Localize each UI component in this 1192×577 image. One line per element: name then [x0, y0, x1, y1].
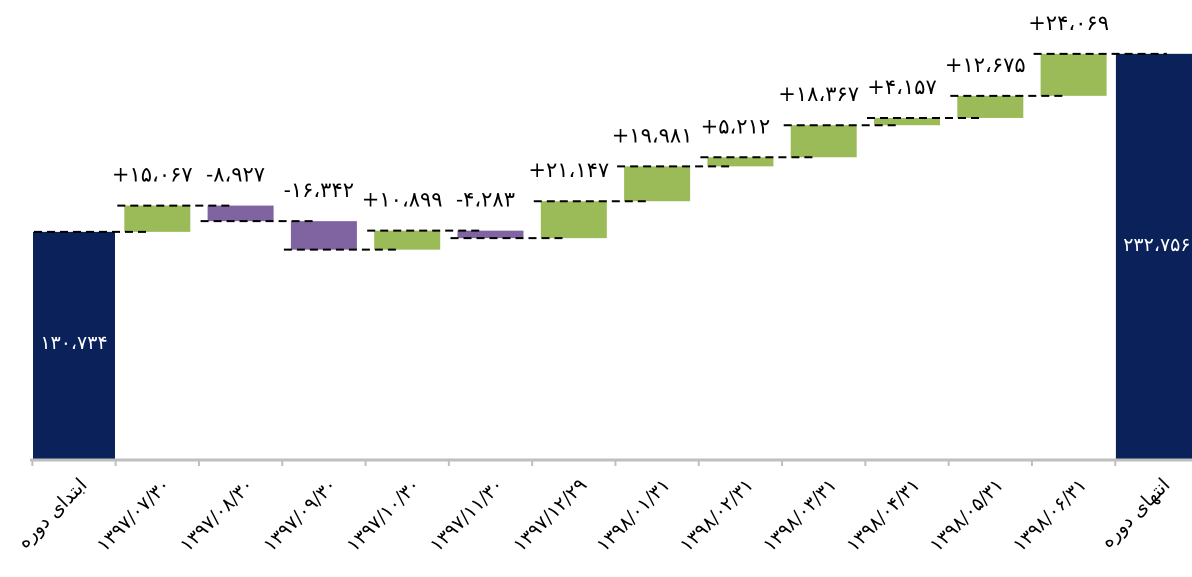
step-value-label: +۱۸،۳۶۷ — [778, 82, 859, 106]
x-tick-label: ۱۳۹۸/۰۳/۳۱ — [759, 474, 841, 556]
x-tick-label: ۱۳۹۷/۱۰/۳۰ — [342, 474, 424, 556]
step-bar — [540, 201, 607, 239]
step-value-label: +۲۴،۰۶۹ — [1028, 11, 1109, 35]
step-value-label: -۴،۲۸۳ — [456, 188, 515, 212]
x-tick-label: ابتدای دوره — [13, 474, 92, 553]
step-value-label: +۲۱،۱۴۷ — [528, 158, 609, 182]
step-value-label: -۱۶،۳۴۲ — [284, 178, 354, 202]
x-tick-label: ۱۳۹۷/۰۷/۳۰ — [92, 474, 174, 556]
x-axis — [30, 458, 1192, 466]
value-labels-layer: ۱۳۰،۷۳۴ +۱۵،۰۶۷ -۸،۹۲۷ -۱۶،۳۴۲ +۱۰،۸۹۹ -۴،۲۸۳… — [40, 11, 1190, 354]
bars-layer — [33, 53, 1192, 460]
step-bar — [957, 95, 1024, 118]
x-tick-label: ۱۳۹۸/۰۶/۳۱ — [1009, 474, 1091, 556]
step-bar — [207, 205, 274, 222]
x-tick-label: ۱۳۹۷/۱۲/۲۹ — [509, 474, 591, 556]
step-bar — [624, 166, 691, 202]
step-bar — [124, 205, 191, 232]
step-value-label: +۵،۲۱۲ — [701, 114, 771, 138]
x-tick-label: ۱۳۹۸/۰۱/۳۱ — [592, 474, 674, 556]
step-value-label: +۱۹،۹۸۱ — [612, 123, 693, 147]
tick-labels-layer: ابتدای دوره ۱۳۹۷/۰۷/۳۰ ۱۳۹۷/۰۸/۳۰ ۱۳۹۷/۰۹/۳… — [13, 474, 1175, 556]
x-tick-label: ۱۳۹۷/۰۸/۳۰ — [176, 474, 258, 556]
step-bar — [790, 125, 857, 158]
step-bar — [457, 230, 524, 239]
x-tick-label: ۱۳۹۸/۰۵/۳۱ — [925, 474, 1007, 556]
step-value-label: +۱۲،۶۷۵ — [945, 53, 1026, 77]
x-tick-label: ۱۳۹۸/۰۴/۳۱ — [842, 474, 924, 556]
x-tick-label: ۱۳۹۷/۰۹/۳۰ — [259, 474, 341, 556]
step-value-label: +۴،۱۵۷ — [867, 75, 937, 99]
x-tick-label: ۱۳۹۸/۰۲/۳۱ — [676, 474, 758, 556]
end-total-bar — [1115, 53, 1192, 460]
step-value-label: +۱۰،۸۹۹ — [362, 188, 443, 212]
x-tick-label: ۱۳۹۷/۱۱/۳۰ — [426, 474, 508, 556]
connectors-layer — [34, 52, 1167, 251]
start-total-bar — [33, 231, 115, 460]
end-value-label: ۲۳۲،۷۵۶ — [1123, 234, 1190, 256]
step-bar — [290, 221, 357, 250]
step-bar — [874, 117, 940, 126]
step-bar — [1040, 53, 1107, 96]
x-tick-label: انتهای دوره — [1096, 474, 1174, 552]
step-value-label: +۱۵،۰۶۷ — [112, 163, 193, 187]
step-value-label: -۸،۹۲۷ — [206, 163, 265, 187]
start-value-label: ۱۳۰،۷۳۴ — [40, 332, 107, 354]
step-bar — [374, 230, 441, 250]
step-bar — [707, 157, 774, 167]
